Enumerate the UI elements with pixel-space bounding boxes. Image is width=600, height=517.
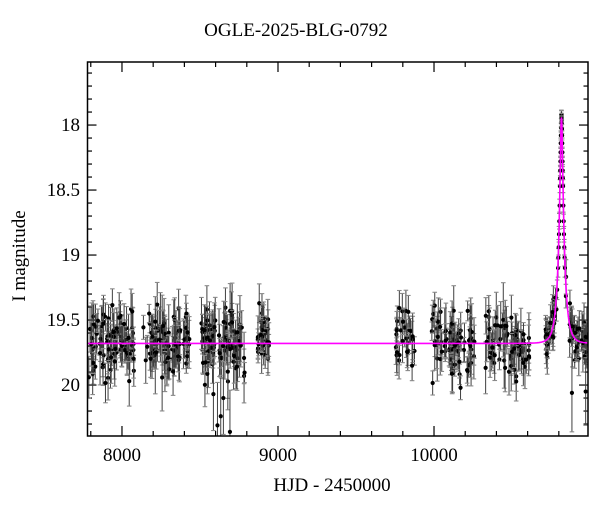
data-point [90,351,96,375]
data-point [229,309,235,335]
data-points-layer [88,109,588,436]
data-point [218,376,224,436]
data-point [221,361,226,435]
data-point [106,337,112,362]
data-point [583,357,588,426]
data-point [126,313,131,363]
data-point [404,335,410,369]
data-point [400,308,406,336]
data-point [432,291,438,320]
data-point [468,314,473,378]
data-point [202,304,207,357]
data-point [144,334,150,359]
data-point [141,314,146,340]
data-point [430,370,435,396]
data-point [465,300,470,322]
data-point [443,323,448,359]
data-point [110,288,115,322]
x-tick-label: 9000 [259,445,297,466]
data-point [126,355,132,407]
y-tick-label: 20 [61,375,80,396]
y-axis-label: I magnitude [9,210,30,301]
data-point [211,357,216,432]
data-point [200,313,205,345]
model-curve-layer [88,117,588,345]
data-point [506,347,512,396]
data-point [116,292,122,344]
data-point [258,317,264,352]
data-point [160,310,166,342]
x-tick-label: 10000 [410,445,458,466]
data-point [572,323,578,343]
data-point [148,339,153,378]
data-point [410,312,415,361]
data-point [513,371,519,392]
data-point [452,321,458,370]
y-tick-label: 18 [61,115,80,136]
x-tick-label: 8000 [103,445,141,466]
data-point [397,289,402,327]
data-point [509,332,515,371]
data-point [129,292,135,331]
data-point [225,332,231,411]
data-point [152,296,158,348]
data-point [215,381,220,436]
data-point [483,297,489,335]
data-point [121,303,127,345]
data-point [207,312,213,369]
plot-frame [86,61,589,437]
data-point [153,335,159,370]
data-point [91,303,97,346]
data-point [521,322,526,347]
y-tick-label: 18.5 [47,180,80,201]
data-point [492,329,498,382]
data-point [158,324,164,357]
data-point [227,389,233,436]
y-tick-label: 19.5 [47,310,80,331]
data-point [502,299,508,352]
data-point [111,311,116,353]
data-point [492,309,498,341]
data-point [231,328,237,384]
data-point [458,375,463,401]
data-point [103,362,108,404]
data-point [490,329,495,366]
data-point [95,308,101,333]
data-point [464,356,470,384]
axis-ticks: 8000 9000 10000 18 18.5 19 19.5 20 [47,62,588,466]
data-point [108,330,114,384]
chart-title: OGLE-2025-BLG-0792 [204,20,388,41]
data-point [458,323,464,352]
data-point [544,319,549,349]
data-point [101,298,106,350]
data-point [238,323,244,368]
data-point [576,310,582,347]
data-point [397,344,402,366]
x-axis-label: HJD - 2450000 [273,475,390,496]
data-point [170,347,176,396]
data-point [512,328,517,369]
data-point [146,303,152,324]
data-point [175,340,181,373]
data-point [409,349,415,382]
data-point [569,353,575,433]
data-point [131,338,136,379]
data-point [439,331,445,372]
microlensing-model-curve [88,117,588,345]
data-point [449,355,455,393]
data-point [242,361,247,384]
y-tick-label: 19 [61,245,80,266]
